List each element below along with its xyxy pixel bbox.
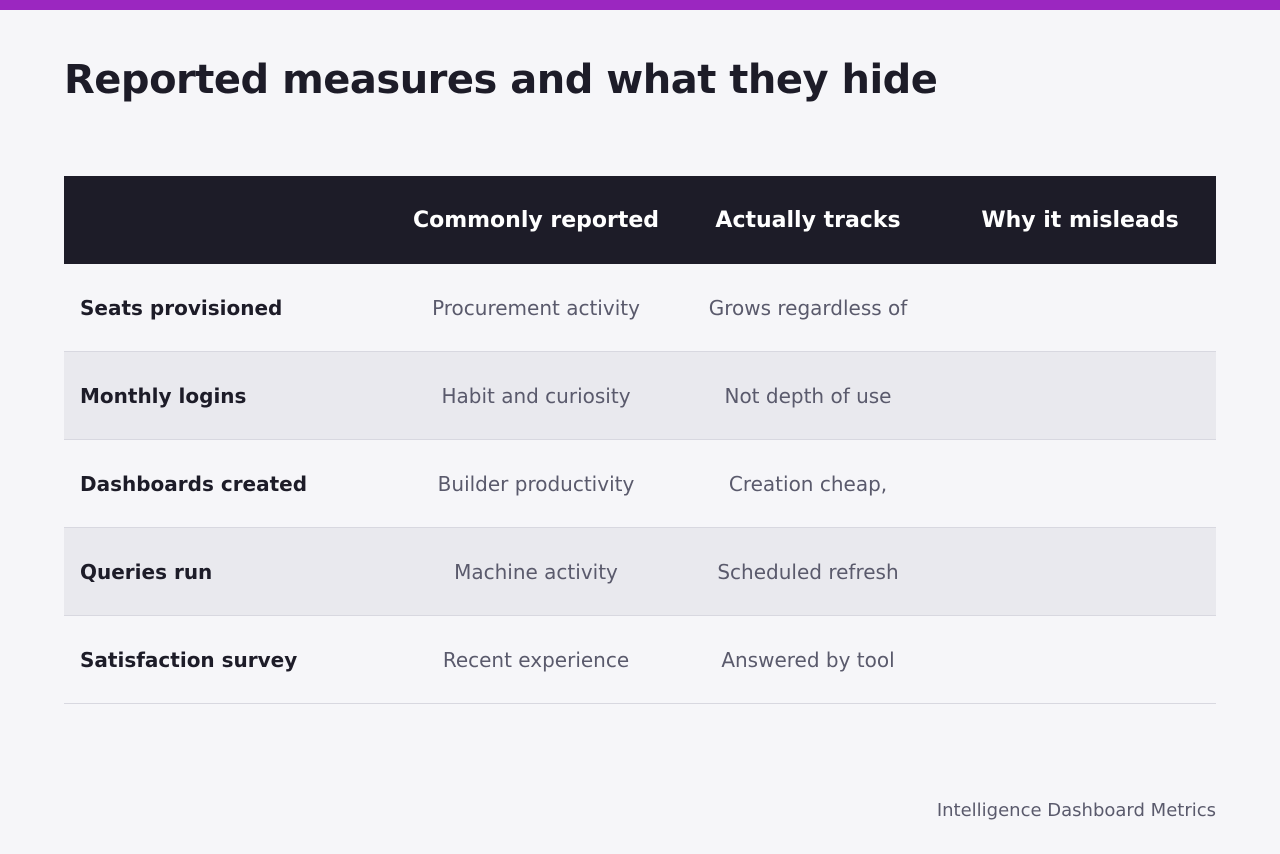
row-tracks: Creation cheap, xyxy=(728,471,888,496)
row-misleads xyxy=(944,528,1216,615)
row-metric: Seats provisioned xyxy=(80,295,283,320)
row-tracks: Scheduled refresh xyxy=(717,559,899,584)
table-row: Satisfaction survey Recent experience An… xyxy=(64,616,1216,704)
header-commonly-reported: Commonly reported xyxy=(412,207,660,233)
row-reported: Habit and curiosity xyxy=(441,383,631,408)
row-metric: Monthly logins xyxy=(80,383,247,408)
header-actually-tracks: Actually tracks xyxy=(715,207,901,233)
row-reported: Builder productivity xyxy=(437,471,635,496)
footer-caption: Intelligence Dashboard Metrics xyxy=(936,800,1216,821)
row-reported: Machine activity xyxy=(454,559,618,584)
row-metric: Queries run xyxy=(80,559,213,584)
row-misleads xyxy=(944,352,1216,439)
page-title: Reported measures and what they hide xyxy=(64,57,938,103)
row-metric: Satisfaction survey xyxy=(80,647,298,672)
row-reported: Recent experience xyxy=(442,647,630,672)
row-misleads xyxy=(944,440,1216,527)
table-row: Queries run Machine activity Scheduled r… xyxy=(64,528,1216,616)
row-metric: Dashboards created xyxy=(80,471,308,496)
row-misleads xyxy=(944,616,1216,703)
row-tracks: Not depth of use xyxy=(724,383,892,408)
accent-bar xyxy=(0,0,1280,10)
row-tracks: Answered by tool xyxy=(721,647,895,672)
row-tracks: Grows regardless of xyxy=(708,295,908,320)
table-header: Commonly reported Actually tracks Why it… xyxy=(64,176,1216,264)
row-misleads xyxy=(944,264,1216,351)
header-why-it-misleads: Why it misleads xyxy=(981,207,1179,233)
metrics-table: Commonly reported Actually tracks Why it… xyxy=(64,176,1216,704)
row-reported: Procurement activity xyxy=(432,295,640,320)
table-row: Dashboards created Builder productivity … xyxy=(64,440,1216,528)
header-metric xyxy=(64,176,400,264)
table-row: Seats provisioned Procurement activity G… xyxy=(64,264,1216,352)
table-row: Monthly logins Habit and curiosity Not d… xyxy=(64,352,1216,440)
